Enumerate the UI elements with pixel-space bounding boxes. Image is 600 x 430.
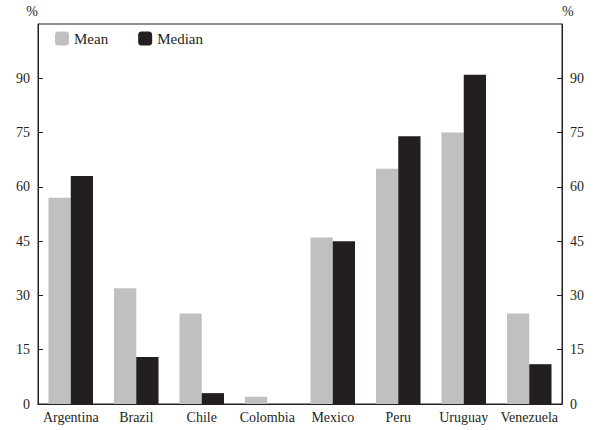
svg-text:Mexico: Mexico [311, 410, 354, 425]
svg-text:Mean: Mean [74, 31, 109, 47]
svg-text:%: % [562, 4, 574, 19]
svg-text:Colombia: Colombia [240, 410, 296, 425]
svg-text:60: 60 [570, 179, 584, 194]
svg-text:%: % [26, 4, 38, 19]
svg-text:Venezuela: Venezuela [500, 410, 558, 425]
svg-text:75: 75 [570, 125, 584, 140]
svg-text:Brazil: Brazil [119, 410, 153, 425]
svg-text:75: 75 [16, 125, 30, 140]
svg-text:Peru: Peru [385, 410, 411, 425]
svg-text:30: 30 [16, 288, 30, 303]
svg-text:Median: Median [157, 31, 203, 47]
svg-text:0: 0 [570, 397, 577, 412]
svg-text:Argentina: Argentina [43, 410, 100, 425]
svg-text:Uruguay: Uruguay [439, 410, 488, 425]
svg-text:Chile: Chile [187, 410, 217, 425]
svg-text:45: 45 [570, 234, 584, 249]
svg-text:0: 0 [23, 397, 30, 412]
svg-text:90: 90 [16, 71, 30, 86]
svg-text:45: 45 [16, 234, 30, 249]
svg-text:90: 90 [570, 71, 584, 86]
svg-text:15: 15 [16, 342, 30, 357]
svg-text:15: 15 [570, 342, 584, 357]
svg-text:60: 60 [16, 179, 30, 194]
svg-text:30: 30 [570, 288, 584, 303]
